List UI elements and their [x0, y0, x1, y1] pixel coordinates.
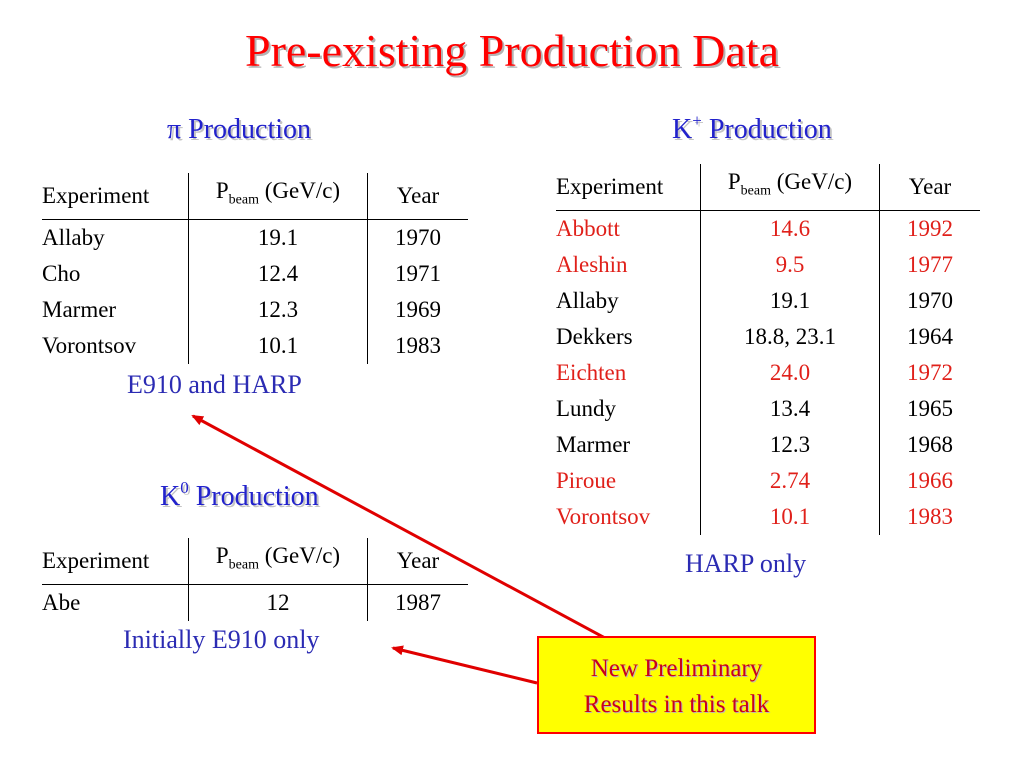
table-row: Cho 12.4 1971: [42, 255, 468, 292]
slide-title: Pre-existing Production Data: [244, 25, 779, 76]
experiment-cell: Abe: [42, 589, 81, 615]
arrow-to-e910-harp: [191, 414, 606, 640]
year-cell: 1970: [395, 224, 441, 250]
table-header-row: Experiment Pbeam (GeV/c) Year: [42, 173, 468, 220]
table-header-row: Experiment Pbeam (GeV/c) Year: [556, 164, 980, 211]
pbeam-cell: 9.5: [700, 246, 880, 283]
kplus-production-note: HARP only: [685, 549, 807, 578]
pbeam-cell: 12.3: [700, 426, 880, 463]
pbeam-header: Pbeam (GeV/c): [700, 164, 880, 211]
experiment-cell: Eichten: [556, 359, 627, 385]
table-row: Lundy 13.4 1965: [556, 390, 980, 427]
pi-production-note: E910 and HARP: [127, 370, 302, 399]
experiment-header: Experiment: [42, 173, 189, 220]
pbeam-cell: 13.4: [700, 390, 880, 427]
pbeam-cell: 24.0: [700, 354, 880, 391]
pi-production-table: Experiment Pbeam (GeV/c) Year Allaby 19.…: [42, 173, 468, 364]
experiment-cell: Vorontsov: [556, 503, 651, 529]
new-preliminary-results-callout: New Preliminary Results in this talk: [537, 636, 816, 734]
table-row: Dekkers 18.8, 23.1 1964: [556, 318, 980, 355]
experiment-cell: Vorontsov: [42, 332, 137, 358]
year-header: Year: [367, 538, 468, 585]
experiment-header: Experiment: [556, 164, 701, 211]
pbeam-cell: 12: [188, 584, 368, 621]
table-row: Allaby 19.1 1970: [556, 282, 980, 319]
experiment-cell: Allaby: [42, 224, 105, 250]
year-cell: 1964: [907, 323, 953, 349]
k0-production-note: Initially E910 only: [123, 625, 320, 654]
callout-line-2: Results in this talk: [583, 691, 770, 718]
year-cell: 1971: [395, 260, 441, 286]
year-cell: 1972: [907, 359, 953, 385]
year-cell: 1966: [907, 467, 953, 493]
pbeam-cell: 18.8, 23.1: [700, 318, 880, 355]
year-cell: 1968: [907, 431, 953, 457]
experiment-cell: Allaby: [556, 287, 619, 313]
experiment-cell: Marmer: [556, 431, 631, 457]
pbeam-cell: 14.6: [700, 210, 880, 247]
experiment-cell: Abbott: [556, 215, 620, 241]
pbeam-cell: 12.4: [188, 255, 368, 292]
kplus-production-heading: K+ Production: [672, 110, 832, 145]
pi-production-heading: π Production: [167, 114, 312, 145]
experiment-cell: Piroue: [556, 467, 617, 493]
kplus-production-table: Experiment Pbeam (GeV/c) Year Abbott 14.…: [556, 164, 980, 535]
year-cell: 1969: [395, 296, 441, 322]
experiment-header: Experiment: [42, 538, 189, 585]
experiment-cell: Marmer: [42, 296, 117, 322]
year-cell: 1970: [907, 287, 953, 313]
table-row: Marmer 12.3 1969: [42, 291, 468, 328]
pbeam-cell: 12.3: [188, 291, 368, 328]
arrow-to-initially-e910: [391, 645, 538, 685]
table-row: Marmer 12.3 1968: [556, 426, 980, 463]
table-row: Eichten 24.0 1972: [556, 354, 980, 391]
pbeam-cell: 19.1: [188, 219, 368, 256]
pbeam-cell: 10.1: [188, 327, 368, 364]
year-cell: 1965: [907, 395, 953, 421]
table-row: Allaby 19.1 1970: [42, 219, 468, 256]
year-header: Year: [367, 173, 468, 220]
table-row: Aleshin 9.5 1977: [556, 246, 980, 283]
pbeam-cell: 2.74: [700, 462, 880, 499]
table-header-row: Experiment Pbeam (GeV/c) Year: [42, 538, 468, 585]
year-header: Year: [879, 164, 980, 211]
pbeam-header: Pbeam (GeV/c): [188, 538, 368, 585]
callout-line-1: New Preliminary: [590, 655, 763, 682]
pbeam-cell: 19.1: [700, 282, 880, 319]
table-row: Abe 12 1987: [42, 584, 468, 621]
experiment-cell: Dekkers: [556, 323, 633, 349]
experiment-cell: Cho: [42, 260, 81, 286]
experiment-cell: Aleshin: [556, 251, 628, 277]
year-cell: 1983: [907, 503, 953, 529]
pbeam-header: Pbeam (GeV/c): [188, 173, 368, 220]
table-row: Vorontsov 10.1 1983: [556, 498, 980, 535]
pbeam-cell: 10.1: [700, 498, 880, 535]
table-row: Piroue 2.74 1966: [556, 462, 980, 499]
k0-production-heading: K0 Production: [160, 477, 319, 512]
year-cell: 1987: [395, 589, 441, 615]
year-cell: 1983: [395, 332, 441, 358]
table-row: Vorontsov 10.1 1983: [42, 327, 468, 364]
year-cell: 1992: [907, 215, 953, 241]
table-row: Abbott 14.6 1992: [556, 210, 980, 247]
experiment-cell: Lundy: [556, 395, 617, 421]
year-cell: 1977: [907, 251, 953, 277]
k0-production-table: Experiment Pbeam (GeV/c) Year Abe 12 198…: [42, 538, 468, 621]
